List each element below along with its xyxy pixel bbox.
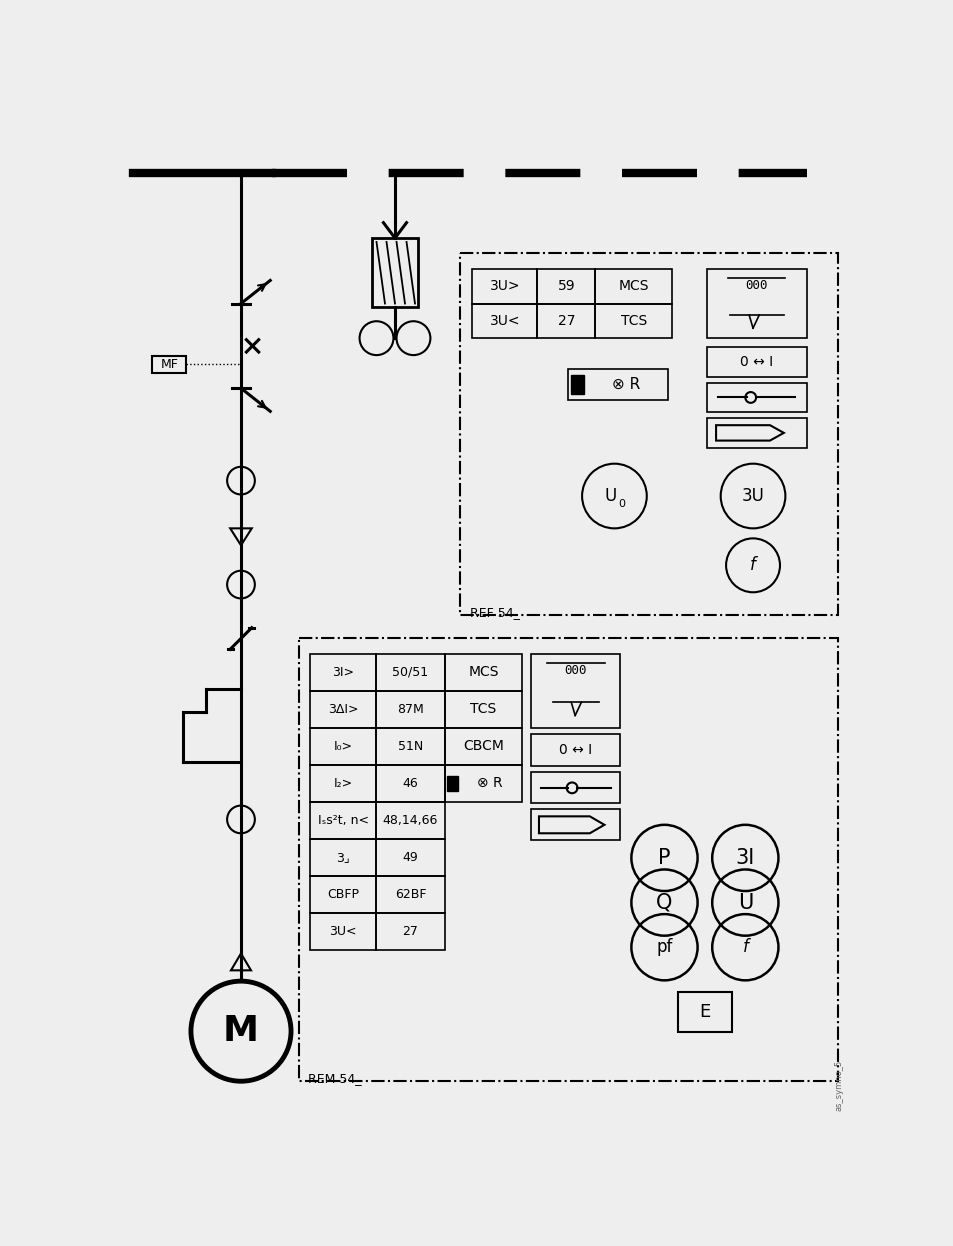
Bar (375, 690, 444, 728)
Text: 000: 000 (745, 279, 767, 293)
Text: 0: 0 (618, 498, 625, 508)
Bar (460, 253, 837, 616)
Text: f: f (749, 556, 755, 574)
Text: pf: pf (656, 938, 672, 956)
Text: I₂>: I₂> (334, 776, 353, 790)
Bar (537, 269, 595, 304)
Bar (310, 765, 375, 801)
Text: 51N: 51N (397, 740, 422, 753)
Text: 48,14,66: 48,14,66 (382, 814, 437, 826)
Bar (310, 912, 375, 949)
Text: 3I: 3I (735, 849, 754, 868)
Text: ⊗ R: ⊗ R (476, 776, 502, 790)
Text: REF 54_: REF 54_ (469, 606, 519, 619)
Bar (375, 654, 444, 690)
Bar (375, 839, 444, 876)
Bar (706, 383, 806, 412)
Text: 49: 49 (402, 851, 417, 863)
Text: ⊗ R: ⊗ R (611, 376, 639, 392)
Bar (310, 801, 375, 839)
Text: 3U<: 3U< (489, 314, 519, 328)
Text: 0 ↔ I: 0 ↔ I (558, 743, 591, 758)
Text: 59: 59 (557, 279, 575, 293)
Bar (472, 304, 537, 338)
Text: TCS: TCS (470, 703, 497, 716)
Bar (706, 348, 806, 376)
Bar (310, 728, 375, 765)
Bar (444, 728, 521, 765)
Text: CBFP: CBFP (327, 887, 358, 901)
Text: MCS: MCS (468, 665, 498, 679)
Bar (570, 375, 584, 394)
Bar (706, 269, 806, 338)
Bar (595, 304, 672, 338)
Text: REM 54_: REM 54_ (308, 1072, 361, 1085)
Text: f: f (741, 938, 747, 956)
Text: 46: 46 (402, 776, 417, 790)
Bar (375, 912, 444, 949)
Bar (537, 304, 595, 338)
Bar (310, 654, 375, 690)
Bar (375, 728, 444, 765)
Text: 0 ↔ I: 0 ↔ I (740, 355, 773, 369)
Bar (447, 775, 457, 791)
Text: E: E (699, 1003, 710, 1020)
Text: 62BF: 62BF (395, 887, 426, 901)
Text: Iₛs²t, n<: Iₛs²t, n< (317, 814, 368, 826)
Text: TCS: TCS (619, 314, 646, 328)
Text: 000: 000 (563, 664, 586, 678)
Text: 3U: 3U (740, 487, 763, 505)
Text: U: U (604, 487, 616, 505)
Text: 3⌟: 3⌟ (335, 851, 350, 863)
Text: I₀>: I₀> (334, 740, 353, 753)
Text: 87M: 87M (396, 703, 423, 715)
Bar (310, 876, 375, 912)
Bar (472, 269, 537, 304)
Bar (444, 690, 521, 728)
Bar (531, 734, 619, 766)
Text: as_symno_5: as_symno_5 (834, 1060, 843, 1111)
Text: 50/51: 50/51 (392, 665, 428, 679)
Text: MF: MF (160, 358, 178, 371)
Bar (298, 638, 837, 1082)
Text: MCS: MCS (618, 279, 648, 293)
Text: P: P (658, 849, 670, 868)
Bar (678, 992, 731, 1032)
Bar (152, 356, 186, 373)
Text: U: U (737, 892, 752, 912)
Text: CBCM: CBCM (462, 739, 503, 754)
Text: 27: 27 (557, 314, 575, 328)
Text: 3ΔI>: 3ΔI> (328, 703, 358, 715)
Text: 3U<: 3U< (329, 925, 356, 937)
Bar (531, 773, 619, 804)
Text: Q: Q (656, 892, 672, 912)
Bar (310, 690, 375, 728)
Bar (444, 654, 521, 690)
Bar (310, 839, 375, 876)
Bar (568, 369, 668, 400)
Bar (375, 801, 444, 839)
Bar (444, 765, 521, 801)
Text: 27: 27 (402, 925, 417, 937)
Bar (375, 876, 444, 912)
Bar (372, 238, 417, 308)
Text: 3I>: 3I> (332, 665, 354, 679)
Bar (595, 269, 672, 304)
Text: M: M (223, 1014, 258, 1048)
Bar (706, 419, 806, 447)
Bar (531, 810, 619, 840)
Bar (531, 654, 619, 728)
Text: 3U>: 3U> (489, 279, 519, 293)
Bar (375, 765, 444, 801)
